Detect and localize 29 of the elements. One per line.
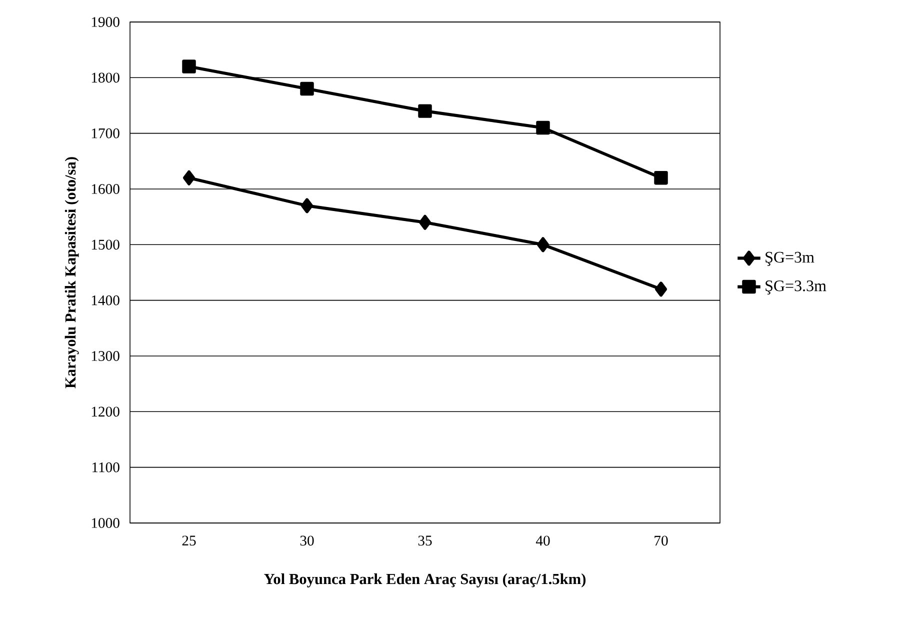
point	[418, 104, 432, 118]
point	[654, 170, 668, 185]
point	[418, 214, 432, 230]
y-tick-label: 1400	[92, 295, 120, 306]
point	[300, 198, 314, 214]
y-tick-label: 1300	[92, 351, 120, 361]
y-tick-label: 1800	[92, 72, 120, 83]
point	[300, 82, 314, 96]
y-tick-label: 1900	[92, 17, 120, 27]
x-axis-title: Yol Boyunca Park Eden Araç Sayısı (araç/1.5km)	[264, 573, 586, 588]
legend-label: ŞG=3m	[766, 252, 814, 266]
y-tick-label: 1600	[92, 184, 120, 194]
y-tick-label: 1700	[92, 128, 120, 138]
y-tick-label: 1200	[92, 406, 120, 417]
point	[182, 60, 196, 74]
y-tick-label: 1000	[92, 518, 120, 528]
x-tick-label: 25	[182, 536, 196, 546]
y-tick-label: 1100	[92, 462, 120, 472]
y-tick-label: 1500	[92, 240, 120, 250]
point	[536, 237, 550, 252]
x-tick-label: 40	[536, 536, 550, 546]
x-tick-label: 70	[654, 536, 668, 546]
point	[182, 170, 196, 186]
point	[654, 282, 668, 297]
x-tick-label: 30	[300, 536, 314, 546]
y-axis-title: Karayolu Pratik Kapasitesi (oto/sa)	[64, 157, 79, 388]
x-tick-label: 35	[418, 536, 432, 546]
legend-label: ŞG=3.3m	[766, 280, 826, 294]
point	[536, 120, 550, 135]
